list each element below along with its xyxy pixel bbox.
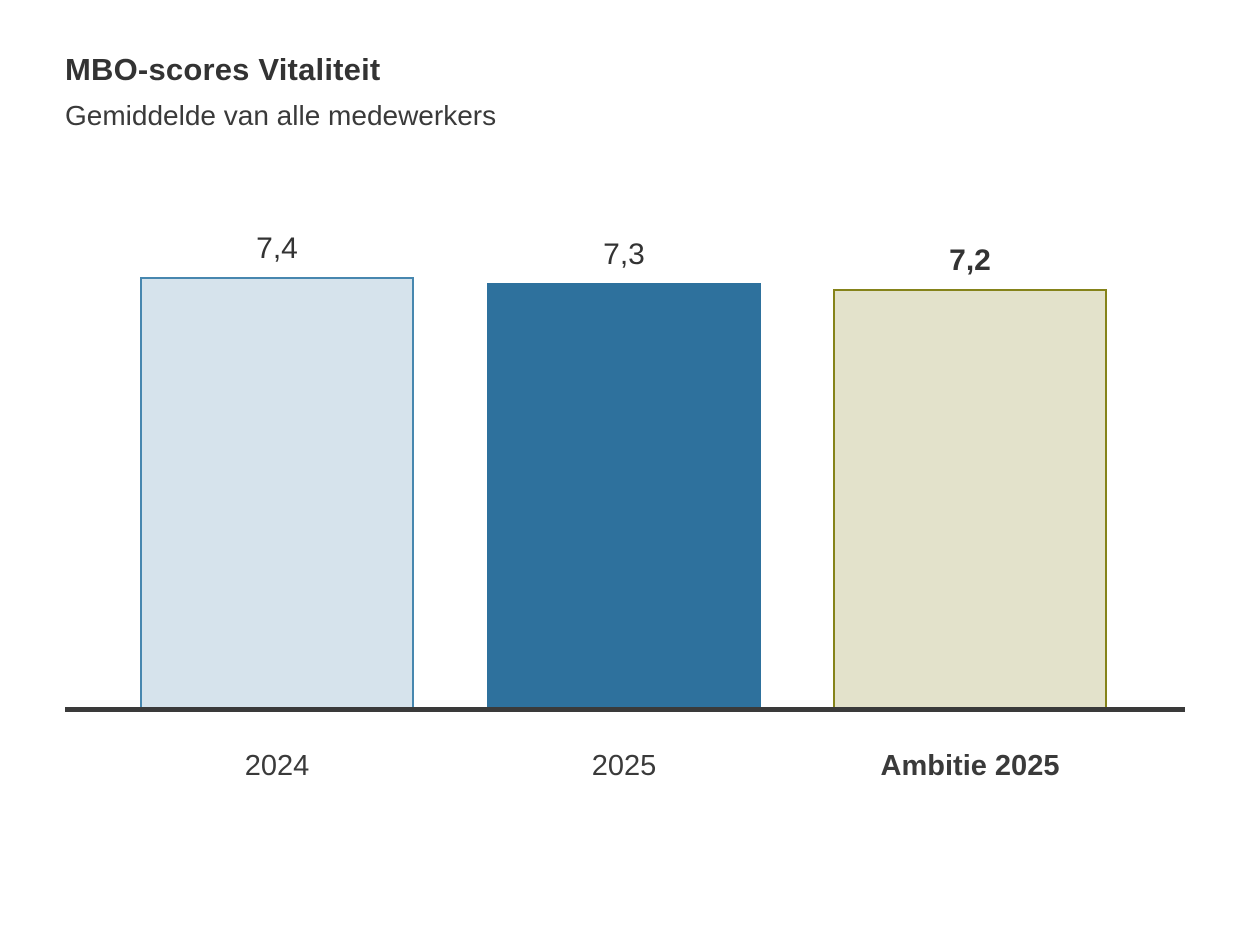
bar-value-label: 7,2: [949, 244, 991, 277]
x-axis-line: [65, 707, 1185, 712]
bar-rect-2024: [140, 277, 414, 709]
chart-subtitle: Gemiddelde van alle medewerkers: [65, 100, 497, 131]
bar-rect-ambitie-2025: [833, 289, 1107, 709]
bar-category-label: 2024: [244, 750, 310, 782]
chart-title: MBO-scores Vitaliteit: [65, 52, 381, 87]
bar-value-label: 7,3: [603, 238, 645, 271]
bar-value-label: 7,4: [256, 232, 298, 265]
bar-rect-2025: [487, 283, 761, 709]
bar-category-label: Ambitie 2025: [880, 750, 1060, 782]
bar-category-label: 2025: [591, 750, 657, 782]
